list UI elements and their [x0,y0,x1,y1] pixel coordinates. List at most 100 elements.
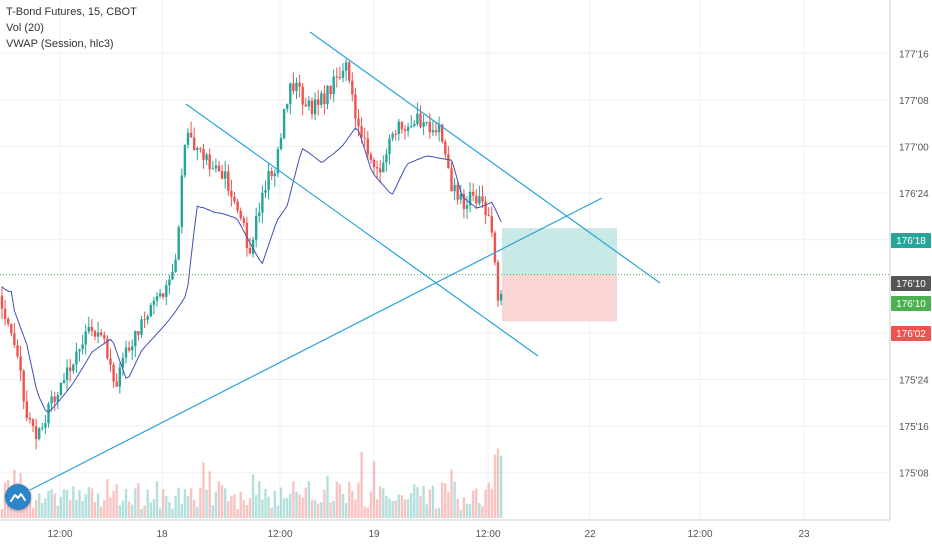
candle-body [264,190,267,193]
candle-body [357,118,360,127]
candle-body [180,175,183,228]
volume-bar [155,481,159,518]
candle-body [255,215,258,240]
candle-body [484,201,487,216]
candle-body [56,395,59,402]
time-tick-label: 22 [584,529,596,540]
legend-vol[interactable]: Vol (20) [6,22,44,34]
candle-body [227,171,230,191]
candle-body [410,125,413,127]
volume-bar [112,490,115,518]
candle-body [444,141,447,155]
candle-body [419,113,422,127]
volume-bar [227,501,230,518]
price-tick-label: 176'24 [899,189,929,200]
candle-body [323,93,326,105]
volume-bar [230,495,233,518]
candle-body [87,326,90,332]
volume-bar [146,489,149,518]
candle-body [22,370,25,402]
candle-body [437,124,441,133]
candle-body [59,383,63,396]
volume-bar [177,487,180,518]
time-tick-label: 12:00 [687,529,712,540]
price-tag-label: 176'02 [896,329,926,340]
volume-bar [450,469,453,518]
volume-bar [208,471,211,518]
candle-body [428,121,431,133]
volume-bar [65,489,69,518]
candle-body [462,193,466,209]
candle-body [490,216,493,233]
candle-body [34,426,38,439]
candle-body [183,144,187,176]
volume-bar [487,482,490,518]
tradingview-logo-icon[interactable] [5,484,31,510]
volume-bar [84,494,87,518]
candle-body [149,304,152,317]
volume-bar [140,508,143,518]
volume-bar [50,489,53,518]
volume-bar [168,502,171,518]
candle-body [171,271,174,280]
candle-body [335,76,338,78]
candle-body [220,171,224,179]
volume-bar [143,505,146,518]
candle-body [450,168,453,192]
volume-bar [357,482,360,518]
candle-body [109,358,112,365]
volume-bar [304,487,307,518]
candle-body [453,184,456,192]
volume-bar [279,487,283,518]
candle-body [16,345,19,357]
volume-bar [180,503,183,518]
volume-bar [134,488,137,518]
volume-bar [53,493,56,518]
volume-bar [137,483,140,518]
volume-bar [258,481,261,518]
volume-bar [298,494,301,518]
legend-symbol[interactable]: T-Bond Futures, 15, CBOT [6,6,137,18]
volume-bar [87,487,90,518]
legend-vwap[interactable]: VWAP (Session, hlc3) [6,38,114,50]
volume-bar [301,497,304,518]
candle-body [304,104,307,107]
candle-body [137,331,140,335]
candle-body [360,126,363,138]
volume-bar [62,489,66,518]
volume-bar [434,508,438,518]
candle-body [53,396,56,402]
candle-body [295,82,298,92]
candle-body [487,215,490,217]
volume-bar [428,489,431,518]
candle-body [425,121,428,123]
price-tag-label: 176'10 [896,279,926,290]
price-axis: 177'16177'08177'00176'24176'16176'00175'… [889,0,929,520]
candle-body [456,184,459,200]
volume-bar [456,498,459,518]
candle-body [344,62,348,71]
volume-bar [214,491,218,518]
volume-bar [189,488,193,518]
volume-bar [196,506,199,518]
price-tick-label: 177'08 [899,96,929,107]
candle-body [434,130,438,133]
volume-bar [90,488,94,518]
candle-body [162,293,165,297]
volume-bar [103,500,106,518]
candle-body [478,196,481,204]
volume-bar [400,495,404,518]
candle-body [394,133,397,135]
volume-bar [410,492,413,518]
volume-bar [292,481,295,518]
volume-bar [251,474,255,518]
volume-bar [248,498,252,518]
candle-body [211,168,214,170]
volume-bar [78,490,81,518]
legend: T-Bond Futures, 15, CBOT Vol (20) VWAP (… [6,4,137,52]
time-tick-label: 18 [156,529,168,540]
volume-bar [366,507,369,518]
volume-bar [44,498,47,518]
